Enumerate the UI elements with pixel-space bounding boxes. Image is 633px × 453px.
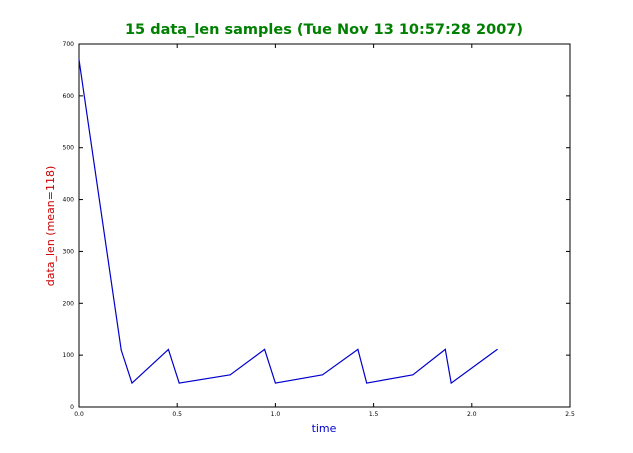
x-tick-label: 2.5 [565,411,575,418]
y-tick-label: 600 [63,93,75,100]
data-point [450,382,452,384]
y-axis-label: data_len (mean=118) [44,166,57,287]
data-point [444,348,446,350]
data-point [496,348,498,350]
x-tick-label: 0.0 [74,411,84,418]
data-point [357,348,359,350]
series-layer [78,59,498,385]
data-point [412,374,414,376]
y-tick-label: 200 [63,300,75,307]
y-tick-label: 700 [63,41,75,48]
data-point [322,374,324,376]
data-point [264,348,266,350]
x-axis-label: time [312,422,337,435]
data-point [131,382,133,384]
data-point [178,382,180,384]
data-point [120,349,122,351]
data-point [274,382,276,384]
x-tick-label: 2.0 [467,411,477,418]
axis-ticks [78,43,571,408]
y-tick-label: 100 [63,352,75,359]
y-tick-label: 400 [63,197,75,204]
plot-area-frame [78,43,571,408]
axis-tick-labels: 0.0 0.5 1.0 1.5 2.0 2.5 0 100 200 300 400 500 600 700 [63,41,575,418]
x-tick-label: 0.5 [172,411,182,418]
x-tick-label: 1.5 [369,411,379,418]
data-point [229,374,231,376]
chart-title: 15 data_len samples (Tue Nov 13 10:57:28… [125,22,523,38]
y-tick-label: 0 [70,404,74,411]
data-point [366,382,368,384]
data-point [167,348,169,350]
y-tick-label: 300 [63,248,75,255]
y-tick-label: 500 [63,145,75,152]
data-point [78,59,80,61]
x-tick-label: 1.0 [271,411,281,418]
